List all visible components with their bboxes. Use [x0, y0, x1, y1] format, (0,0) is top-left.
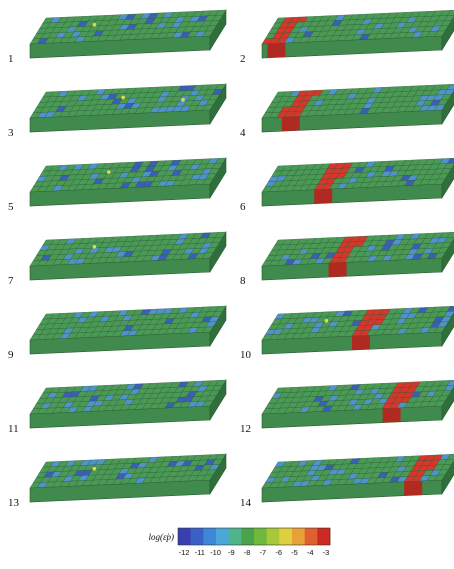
panel-number: 5 [8, 201, 14, 213]
panel-number: 13 [8, 497, 20, 509]
slab-cell [202, 474, 214, 481]
slab-panel: 6 [240, 158, 454, 213]
slab-cell [434, 178, 446, 185]
colorbar-tick-label: -12 [179, 548, 190, 557]
colorbar-tick-label: -10 [210, 548, 221, 557]
panel-number: 7 [8, 275, 14, 287]
colorbar-segment [266, 528, 280, 545]
panel-number: 10 [240, 349, 252, 361]
panel-number: 8 [240, 275, 246, 287]
colorbar-segment [241, 528, 255, 545]
shear-band-front [314, 188, 333, 204]
shear-band-front [267, 42, 286, 58]
strain-speck [92, 244, 97, 249]
colorbar-segment [317, 528, 331, 545]
slab-cell [434, 400, 446, 407]
shear-band-front [281, 116, 300, 132]
panel-number: 3 [8, 127, 14, 139]
slab-cell [434, 326, 446, 333]
colorbar-tick-label: -11 [195, 548, 205, 557]
slab-panel: 13 [8, 452, 227, 509]
slab-cell [202, 104, 214, 111]
colorbar-tick-label: -4 [307, 548, 314, 557]
strain-speck [121, 95, 125, 100]
colorbar-tick-label: -9 [228, 548, 235, 557]
slab-cell [434, 30, 446, 37]
slab-cell [202, 252, 214, 259]
colorbar-tick-label: -8 [244, 548, 251, 557]
colorbar-segment [279, 528, 293, 545]
panel-number: 12 [240, 423, 251, 435]
shear-band-front [328, 262, 347, 278]
colorbar-segment [190, 528, 204, 545]
slab-panel: 10 [240, 306, 454, 361]
slab-cell [446, 380, 454, 386]
slab-panel: 1 [8, 8, 227, 65]
strain-speck [107, 170, 111, 174]
shear-band-front [352, 335, 370, 350]
colorbar-segment [203, 528, 217, 545]
slab-panel: 3 [8, 82, 227, 139]
slab-cell [434, 104, 446, 111]
panel-number: 14 [240, 497, 252, 509]
colorbar-segment [292, 528, 305, 545]
strain-speck [92, 22, 97, 27]
panel-number: 4 [240, 127, 246, 139]
slab-cell [446, 232, 454, 238]
colorbar-segment [216, 528, 229, 545]
slab-panel: 14 [240, 454, 454, 509]
strain-speck [181, 98, 185, 102]
slab-cell [446, 10, 454, 16]
slab-panel: 8 [240, 232, 454, 287]
panel-number: 1 [8, 53, 14, 65]
slab-cell [434, 252, 446, 259]
slab-panel: 7 [8, 230, 227, 287]
strain-speck [324, 318, 329, 323]
slab-cell [446, 306, 454, 312]
slab-cell [446, 158, 454, 164]
slab-cell [446, 84, 454, 90]
slab-panel: 4 [240, 84, 454, 139]
panel-number: 6 [240, 201, 246, 213]
slab-cell [202, 30, 214, 37]
colorbar-segment [228, 528, 242, 545]
colorbar: log(ε̇p) -12 -11 -10 -9 -8 -7 -6 -5 -4 -3 [148, 527, 331, 557]
panel-number: 11 [8, 423, 19, 435]
colorbar-tick-label: -3 [323, 548, 330, 557]
slab-panel: 12 [240, 380, 454, 435]
shear-band-front [382, 407, 401, 423]
slab-panel: 5 [8, 156, 227, 213]
colorbar-segment [178, 528, 191, 545]
slab-panel: 9 [8, 304, 227, 361]
colorbar-title: log(ε̇p) [148, 532, 174, 542]
slab-cell [202, 400, 214, 407]
colorbar-tick-label: -6 [275, 548, 282, 557]
panel-number: 9 [8, 349, 14, 361]
colorbar-tick-label: -7 [260, 548, 267, 557]
slab-cell [202, 326, 214, 333]
slab-cell [446, 454, 454, 460]
slab-panel: 2 [240, 10, 454, 65]
slab-cell [202, 178, 214, 185]
panel-number: 2 [240, 53, 246, 65]
colorbar-segment [304, 528, 318, 545]
colorbar-segment [254, 528, 267, 545]
slab-cell [434, 474, 446, 481]
colorbar-tick-label: -5 [291, 548, 298, 557]
strain-speck [92, 466, 97, 471]
colorbar-frame [177, 527, 331, 546]
shear-band-front [404, 480, 423, 496]
slab-panel: 11 [8, 378, 227, 435]
